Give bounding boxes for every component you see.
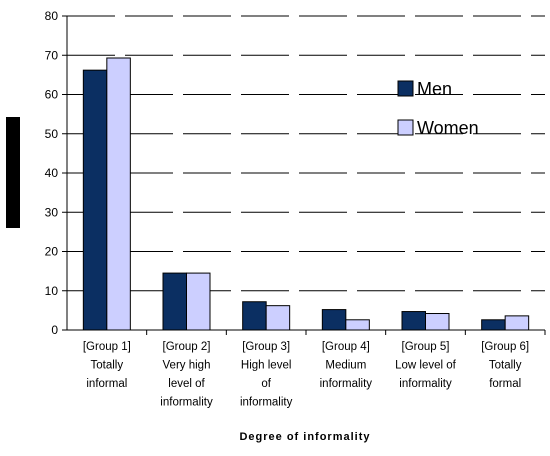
- gridlines: [67, 15, 545, 292]
- x-axis-title: Degree of informality: [239, 431, 370, 443]
- bars: [82, 57, 530, 331]
- legend-swatch-women: [397, 119, 414, 136]
- y-axis: 0 10 20 30 40 50 60 70 80: [45, 9, 68, 337]
- y-tick-label: 0: [51, 323, 58, 337]
- bar-women-6: [504, 315, 530, 331]
- bar-women-5: [425, 313, 450, 331]
- bar-men-5: [401, 311, 426, 331]
- x-category-label: [Group 4] Medium informality: [320, 341, 373, 390]
- y-tick-label: 20: [45, 245, 59, 259]
- y-tick-label: 40: [45, 166, 59, 180]
- legend-label-men: Men: [417, 79, 452, 99]
- legend-swatch-men: [397, 80, 414, 97]
- bar-women-1: [106, 57, 131, 331]
- x-category-label: [Group 2] Very high level of informality: [160, 341, 213, 409]
- x-category-label: [Group 6] Totally formal: [481, 341, 529, 390]
- y-tick-label: 50: [45, 127, 59, 141]
- y-tick-label: 30: [45, 205, 59, 219]
- bar-men-2: [162, 272, 187, 331]
- x-category-label: [Group 3] High level of informality: [240, 341, 293, 409]
- y-tick-label: 60: [45, 88, 59, 102]
- x-category-label: [Group 5] Low level of informality: [395, 341, 457, 390]
- bar-men-6: [481, 319, 506, 331]
- y-tick-label: 80: [45, 9, 59, 23]
- bar-men-1: [82, 69, 108, 331]
- bar-women-2: [186, 272, 211, 331]
- side-bar-mark: [6, 117, 20, 228]
- bar-women-3: [265, 305, 291, 331]
- bar-men-3: [242, 301, 267, 331]
- x-axis: [Group 1] Totally informal [Group 2] Very hi…: [67, 329, 546, 409]
- y-tick-label: 10: [45, 284, 59, 298]
- y-tick-label: 70: [45, 48, 59, 62]
- legend-label-women: Women: [417, 118, 479, 138]
- legend: Men Women: [397, 79, 479, 138]
- bar-men-4: [321, 309, 347, 331]
- x-category-label: [Group 1] Totally informal: [83, 341, 131, 390]
- bar-women-4: [345, 319, 370, 331]
